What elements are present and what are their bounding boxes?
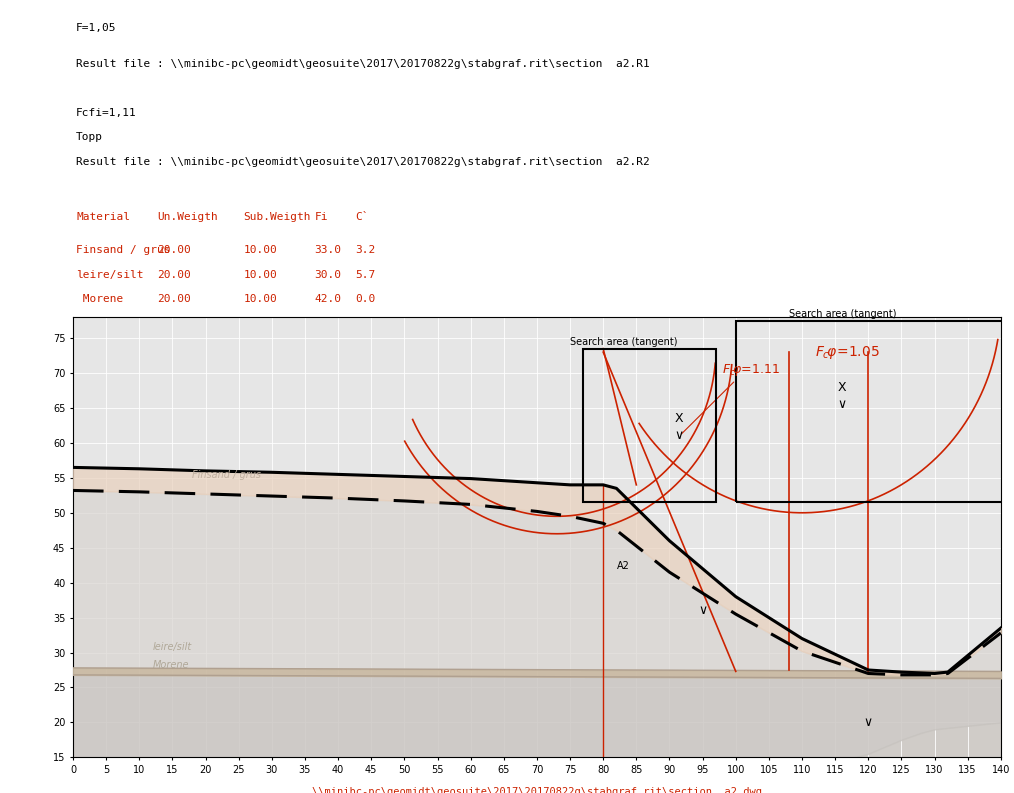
Text: Morene: Morene [76,294,124,305]
Text: Fi: Fi [314,212,328,222]
Text: X: X [675,412,683,425]
Text: Sub.Weigth: Sub.Weigth [243,212,311,222]
Text: 20.00: 20.00 [157,294,191,305]
Text: Result file : \\minibc-pc\geomidt\geosuite\2017\20170822g\stabgraf.rit\section  : Result file : \\minibc-pc\geomidt\geosui… [76,59,650,69]
Text: ∨: ∨ [838,398,847,411]
Text: 42.0: 42.0 [314,294,342,305]
Text: Material: Material [76,212,130,222]
Text: ∨: ∨ [675,430,684,442]
Text: Un.Weigth: Un.Weigth [157,212,218,222]
Text: Result file : \\minibc-pc\geomidt\geosuite\2017\20170822g\stabgraf.rit\section  : Result file : \\minibc-pc\geomidt\geosui… [76,157,650,167]
Text: \\minibc-pc\geomidt\geosuite\2017\20170822g\stabgraf.rit\section  a2.dwg: \\minibc-pc\geomidt\geosuite\2017\201708… [312,787,762,793]
Text: C`: C` [355,212,368,222]
Text: X: X [838,381,846,393]
Text: Fcfi=1,11: Fcfi=1,11 [76,108,137,118]
Text: Search area (tangent): Search area (tangent) [570,337,677,347]
Text: Finsand / grus: Finsand / grus [193,470,262,480]
Text: $F_{c}\!\varphi\!=\!1.05$: $F_{c}\!\varphi\!=\!1.05$ [815,343,880,361]
Text: leire/silt: leire/silt [76,270,144,280]
Text: 10.00: 10.00 [243,294,277,305]
Text: 3.2: 3.2 [355,245,375,255]
Text: $F_{c}\!\varphi\!=\!1.11$: $F_{c}\!\varphi\!=\!1.11$ [722,362,781,378]
Text: leire/silt: leire/silt [152,642,192,653]
Text: ∨: ∨ [864,716,873,729]
Text: 5.7: 5.7 [355,270,375,280]
Text: A2: A2 [617,561,630,571]
Text: 33.0: 33.0 [314,245,342,255]
Text: F=1,05: F=1,05 [76,22,117,33]
Text: Finsand / grus: Finsand / grus [76,245,170,255]
Text: Topp: Topp [76,132,103,143]
Text: 10.00: 10.00 [243,270,277,280]
Text: ∨: ∨ [698,604,707,617]
Text: 30.0: 30.0 [314,270,342,280]
Text: 20.00: 20.00 [157,245,191,255]
Bar [736,320,1014,502]
Bar [583,349,716,502]
Text: 0.0: 0.0 [355,294,375,305]
Text: Morene: Morene [152,660,189,670]
Text: 20.00: 20.00 [157,270,191,280]
Text: Search area (tangent): Search area (tangent) [789,309,896,320]
Text: 10.00: 10.00 [243,245,277,255]
